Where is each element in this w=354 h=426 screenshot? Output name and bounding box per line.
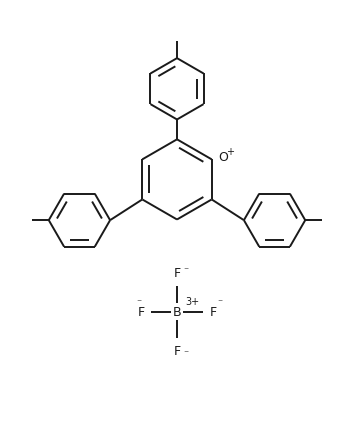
Text: B: B <box>173 305 181 319</box>
Text: +: + <box>227 147 234 157</box>
Text: ⁻: ⁻ <box>217 298 222 308</box>
Text: F: F <box>173 344 181 357</box>
Text: 3+: 3+ <box>186 296 200 306</box>
Text: F: F <box>173 267 181 280</box>
Text: ⁻: ⁻ <box>183 265 188 276</box>
Text: ⁻: ⁻ <box>183 348 188 359</box>
Text: F: F <box>210 305 217 319</box>
Text: F: F <box>137 305 144 319</box>
Text: O: O <box>218 151 228 164</box>
Text: ⁻: ⁻ <box>136 298 141 308</box>
